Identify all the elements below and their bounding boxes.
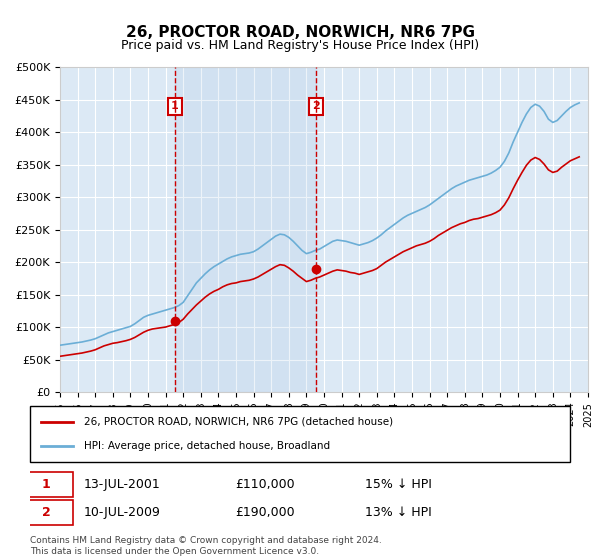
FancyBboxPatch shape [19,500,73,525]
Bar [175,67,316,392]
Text: 10-JUL-2009: 10-JUL-2009 [84,506,161,519]
Text: Contains HM Land Registry data © Crown copyright and database right 2024.
This d: Contains HM Land Registry data © Crown c… [30,536,382,556]
Text: £110,000: £110,000 [235,478,295,491]
Text: £190,000: £190,000 [235,506,295,519]
FancyBboxPatch shape [30,406,570,462]
Text: 15% ↓ HPI: 15% ↓ HPI [365,478,431,491]
Text: 1: 1 [42,478,50,491]
Text: Price paid vs. HM Land Registry's House Price Index (HPI): Price paid vs. HM Land Registry's House … [121,39,479,52]
Text: 2: 2 [312,101,320,111]
Text: 13-JUL-2001: 13-JUL-2001 [84,478,161,491]
Text: 26, PROCTOR ROAD, NORWICH, NR6 7PG (detached house): 26, PROCTOR ROAD, NORWICH, NR6 7PG (deta… [84,417,393,427]
Text: 1: 1 [171,101,179,111]
Text: HPI: Average price, detached house, Broadland: HPI: Average price, detached house, Broa… [84,441,330,451]
Text: 26, PROCTOR ROAD, NORWICH, NR6 7PG: 26, PROCTOR ROAD, NORWICH, NR6 7PG [125,25,475,40]
Text: 13% ↓ HPI: 13% ↓ HPI [365,506,431,519]
Text: 2: 2 [42,506,50,519]
FancyBboxPatch shape [19,472,73,497]
